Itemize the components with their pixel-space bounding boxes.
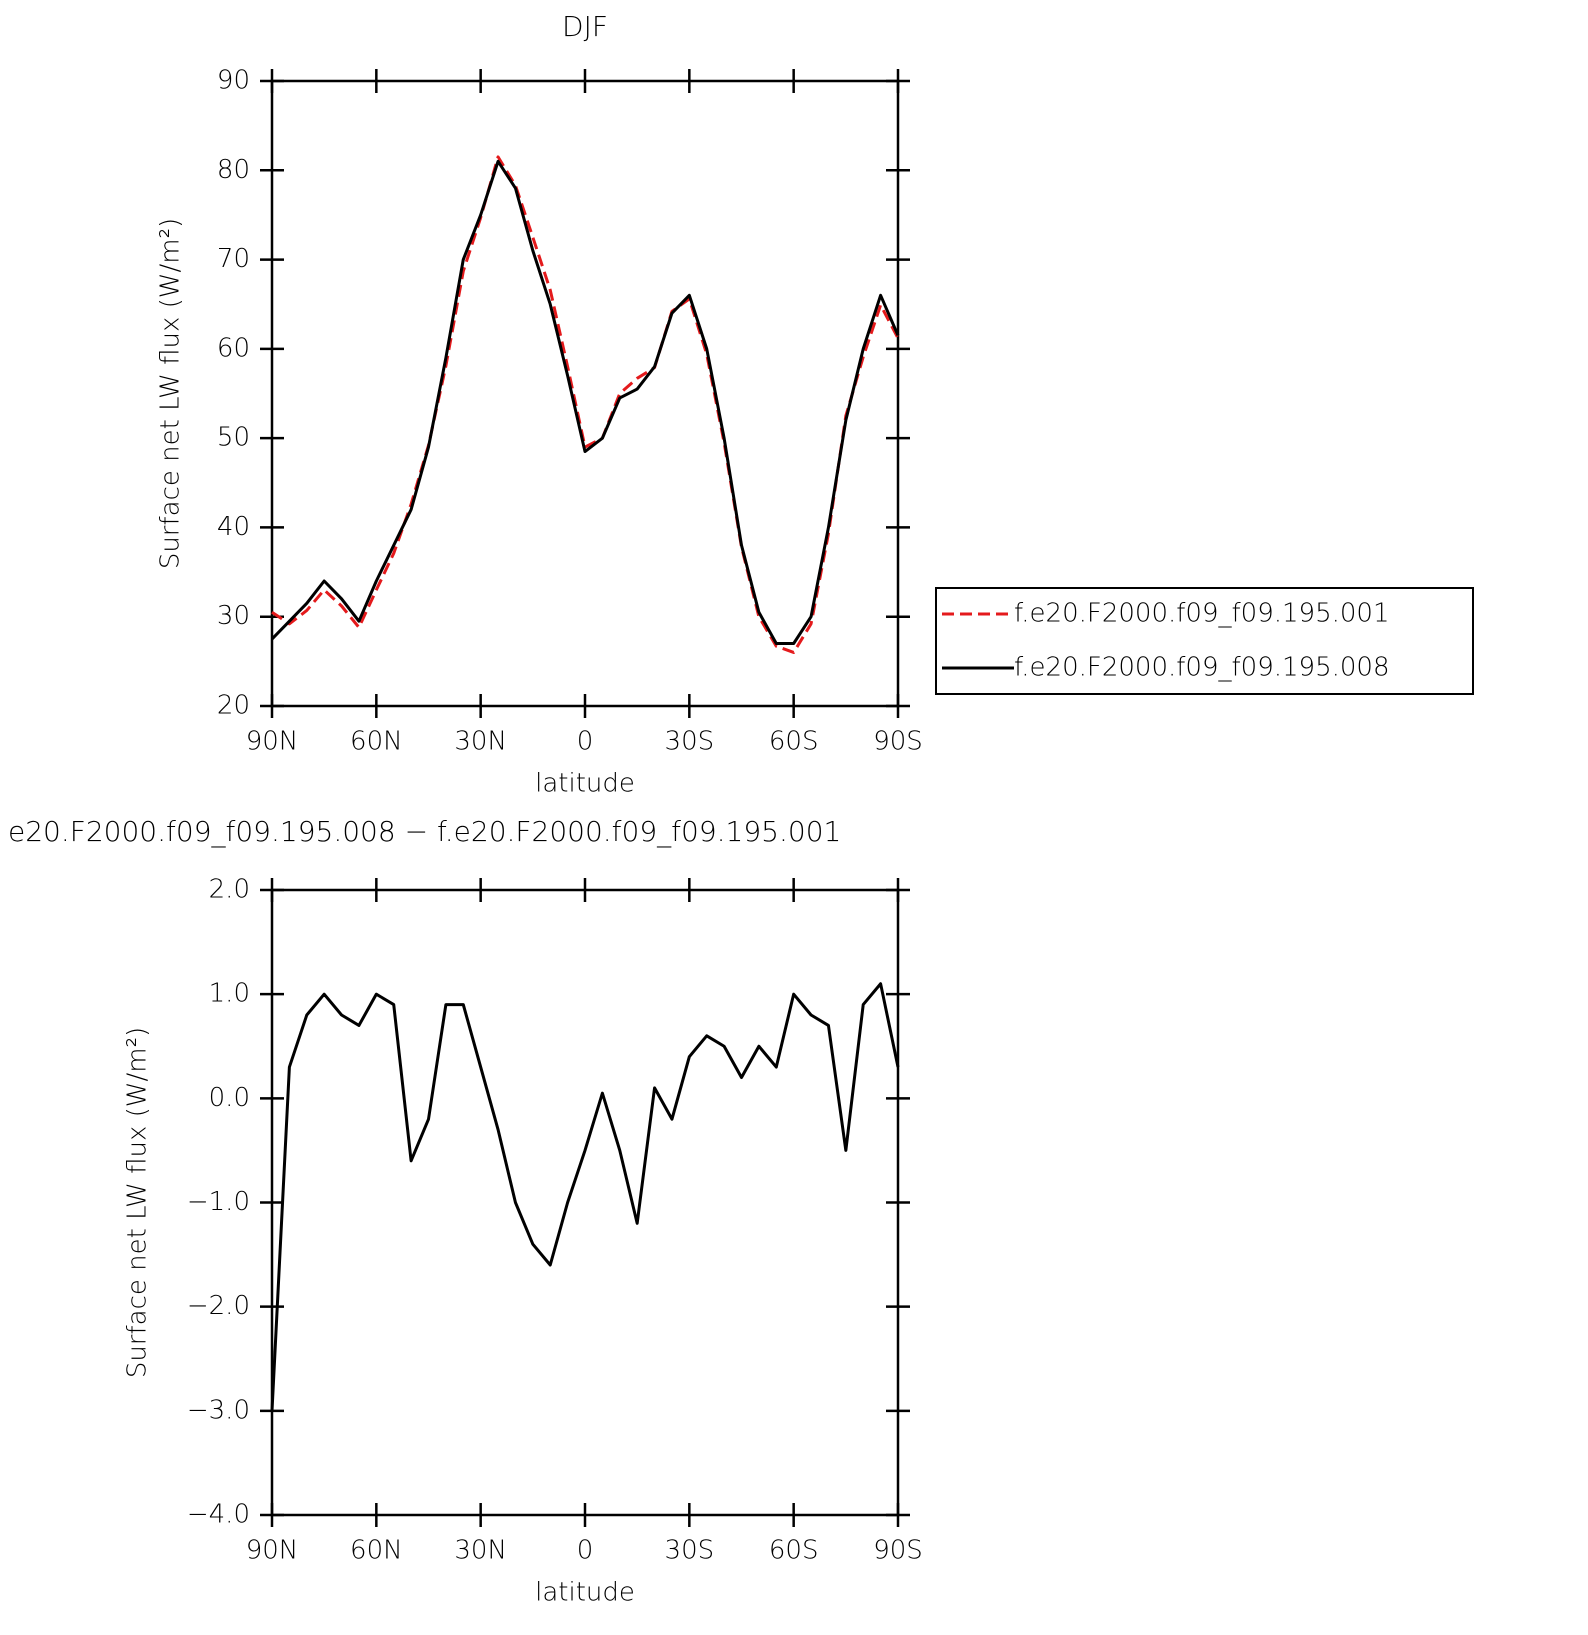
y-tick-label: 1.0	[209, 979, 250, 1009]
x-axis-label: latitude	[535, 1578, 635, 1608]
y-tick-label: 90	[217, 66, 250, 96]
x-tick-label: 0	[577, 1536, 594, 1566]
y-tick-label: 30	[217, 601, 250, 631]
x-tick-label: 30S	[665, 1536, 715, 1566]
x-tick-label: 60S	[769, 727, 819, 757]
x-tick-label: 30N	[454, 1536, 507, 1566]
x-tick-label: 0	[577, 727, 594, 757]
y-tick-label: 2.0	[209, 875, 250, 905]
x-axis-label: latitude	[535, 769, 635, 799]
y-tick-label: 60	[217, 333, 250, 363]
chart-title: e20.F2000.f09_f09.195.008 − f.e20.F2000.…	[8, 815, 841, 849]
y-tick-label: −3.0	[187, 1395, 250, 1425]
data-line	[271, 155, 900, 654]
x-tick-label: 90N	[246, 727, 299, 757]
chart-title: DJF	[562, 10, 608, 43]
data-line	[270, 982, 900, 1411]
y-tick-label: 20	[217, 691, 250, 721]
y-axis-label: Surface net LW flux (W/m²)	[123, 1027, 153, 1378]
y-tick-label: −2.0	[187, 1291, 250, 1321]
x-tick-label: 30N	[454, 727, 507, 757]
y-tick-label: −4.0	[187, 1500, 250, 1530]
legend-box	[935, 587, 1474, 695]
y-tick-label: 0.0	[209, 1083, 250, 1113]
y-tick-label: 50	[217, 423, 250, 453]
x-tick-label: 90S	[873, 727, 923, 757]
x-tick-label: 60N	[350, 727, 403, 757]
y-axis-label: Surface net LW flux (W/m²)	[156, 218, 186, 569]
y-tick-label: 70	[217, 244, 250, 274]
x-tick-label: 60N	[350, 1536, 403, 1566]
data-line	[270, 159, 900, 645]
x-tick-label: 30S	[665, 727, 715, 757]
x-tick-label: 90N	[246, 1536, 299, 1566]
y-tick-label: −1.0	[187, 1187, 250, 1217]
y-tick-label: 40	[217, 512, 250, 542]
legend-label: f.e20.F2000.f09_f09.195.001	[1014, 599, 1390, 629]
y-tick-label: 80	[217, 155, 250, 185]
x-tick-label: 60S	[769, 1536, 819, 1566]
legend-label: f.e20.F2000.f09_f09.195.008	[1014, 653, 1390, 683]
plot-frame	[270, 888, 900, 1517]
x-tick-label: 90S	[873, 1536, 923, 1566]
